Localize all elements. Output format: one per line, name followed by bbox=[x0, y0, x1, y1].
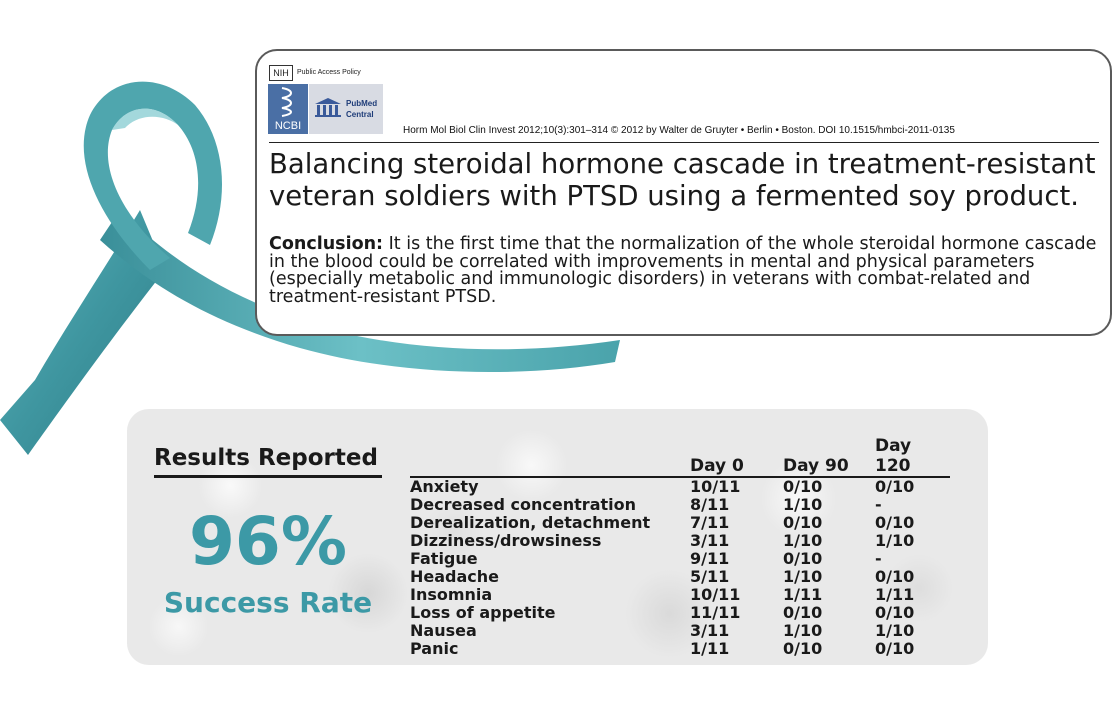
conclusion-text: It is the first time that the normalizat… bbox=[269, 234, 1097, 307]
day-90-cell: 1/10 bbox=[783, 531, 823, 550]
column-header-symptom bbox=[410, 436, 690, 477]
pmc-logo-icon: PubMed Central bbox=[309, 84, 383, 134]
table-row: Derealization, detachment 7/11 0/10 0/10 bbox=[410, 514, 950, 532]
citation-divider bbox=[269, 142, 1099, 143]
public-access-policy-label: Public Access Policy bbox=[297, 69, 361, 76]
pmc-label: PubMed Central bbox=[346, 99, 378, 119]
citation-line: Horm Mol Biol Clin Invest 2012;10(3):301… bbox=[403, 125, 955, 136]
day-0-cell: 11/11 bbox=[690, 603, 741, 622]
table-row: Nausea 3/11 1/10 1/10 bbox=[410, 622, 950, 640]
day-90-cell: 0/10 bbox=[783, 639, 823, 658]
table-row: Dizziness/drowsiness 3/11 1/10 1/10 bbox=[410, 532, 950, 550]
day-90-cell: 1/11 bbox=[783, 585, 823, 604]
day-0-cell: 3/11 bbox=[690, 621, 730, 640]
day-90-cell: 0/10 bbox=[783, 549, 823, 568]
symptom-cell: Fatigue bbox=[410, 549, 478, 568]
table-header-row: Day 0 Day 90 Day 120 bbox=[410, 436, 950, 477]
day-90-cell: 1/10 bbox=[783, 567, 823, 586]
column-header-day-120: Day 120 bbox=[875, 436, 912, 476]
day-0-cell: 10/11 bbox=[690, 585, 741, 604]
table-row: Decreased concentration 8/11 1/10 - bbox=[410, 496, 950, 514]
day-90-cell: 0/10 bbox=[783, 513, 823, 532]
day-120-cell: 0/10 bbox=[875, 477, 915, 496]
day-0-cell: 8/11 bbox=[690, 495, 730, 514]
nih-logo-icon: NIH bbox=[269, 65, 293, 81]
ncbi-label: NCBI bbox=[274, 120, 302, 132]
day-120-cell: 0/10 bbox=[875, 639, 915, 658]
day-0-cell: 10/11 bbox=[690, 477, 741, 496]
success-rate-label: Success Rate bbox=[163, 586, 373, 619]
day-0-cell: 9/11 bbox=[690, 549, 730, 568]
ncbi-logo-icon: NCBI bbox=[268, 84, 308, 134]
day-0-cell: 7/11 bbox=[690, 513, 730, 532]
table-row: Headache 5/11 1/10 0/10 bbox=[410, 568, 950, 586]
column-header-day-0: Day 0 bbox=[690, 456, 744, 476]
paper-title: Balancing steroidal hormone cascade in t… bbox=[269, 148, 1096, 212]
day-90-cell: 0/10 bbox=[783, 603, 823, 622]
table-row: Panic 1/11 0/10 0/10 bbox=[410, 640, 950, 658]
day-0-cell: 1/11 bbox=[690, 639, 730, 658]
conclusion-label: Conclusion: bbox=[269, 234, 384, 254]
symptom-cell: Insomnia bbox=[410, 585, 493, 604]
day-120-cell: 0/10 bbox=[875, 513, 915, 532]
table-row: Loss of appetite 11/11 0/10 0/10 bbox=[410, 604, 950, 622]
success-percent: 96% bbox=[189, 503, 347, 580]
day-90-cell: 0/10 bbox=[783, 477, 823, 496]
day-120-cell: 1/10 bbox=[875, 621, 915, 640]
table-row: Fatigue 9/11 0/10 - bbox=[410, 550, 950, 568]
day-120-cell: 0/10 bbox=[875, 603, 915, 622]
symptom-cell: Panic bbox=[410, 639, 459, 658]
symptom-cell: Anxiety bbox=[410, 477, 479, 496]
paper-card: NIH Public Access Policy NCBI PubMed Cen… bbox=[255, 49, 1112, 336]
day-0-cell: 3/11 bbox=[690, 531, 730, 550]
conclusion-paragraph: Conclusion: It is the first time that th… bbox=[269, 234, 1114, 307]
symptom-cell: Loss of appetite bbox=[410, 603, 556, 622]
day-120-cell: 1/10 bbox=[875, 531, 915, 550]
results-panel bbox=[127, 409, 988, 665]
symptom-cell: Headache bbox=[410, 567, 500, 586]
day-90-cell: 1/10 bbox=[783, 495, 823, 514]
symptom-cell: Decreased concentration bbox=[410, 495, 636, 514]
day-90-cell: 1/10 bbox=[783, 621, 823, 640]
symptom-cell: Nausea bbox=[410, 621, 477, 640]
symptom-cell: Derealization, detachment bbox=[410, 513, 651, 532]
day-0-cell: 5/11 bbox=[690, 567, 730, 586]
table-row: Insomnia 10/11 1/11 1/11 bbox=[410, 586, 950, 604]
results-heading: Results Reported bbox=[154, 443, 382, 478]
results-table: Day 0 Day 90 Day 120 Anxiety 10/11 0/10 … bbox=[410, 436, 950, 658]
day-120-cell: 1/11 bbox=[875, 585, 915, 604]
symptom-cell: Dizziness/drowsiness bbox=[410, 531, 602, 550]
table-row: Anxiety 10/11 0/10 0/10 bbox=[410, 477, 950, 496]
day-120-cell: - bbox=[875, 495, 882, 514]
column-header-day-90: Day 90 bbox=[783, 456, 849, 476]
day-120-cell: 0/10 bbox=[875, 567, 915, 586]
day-120-cell: - bbox=[875, 549, 882, 568]
